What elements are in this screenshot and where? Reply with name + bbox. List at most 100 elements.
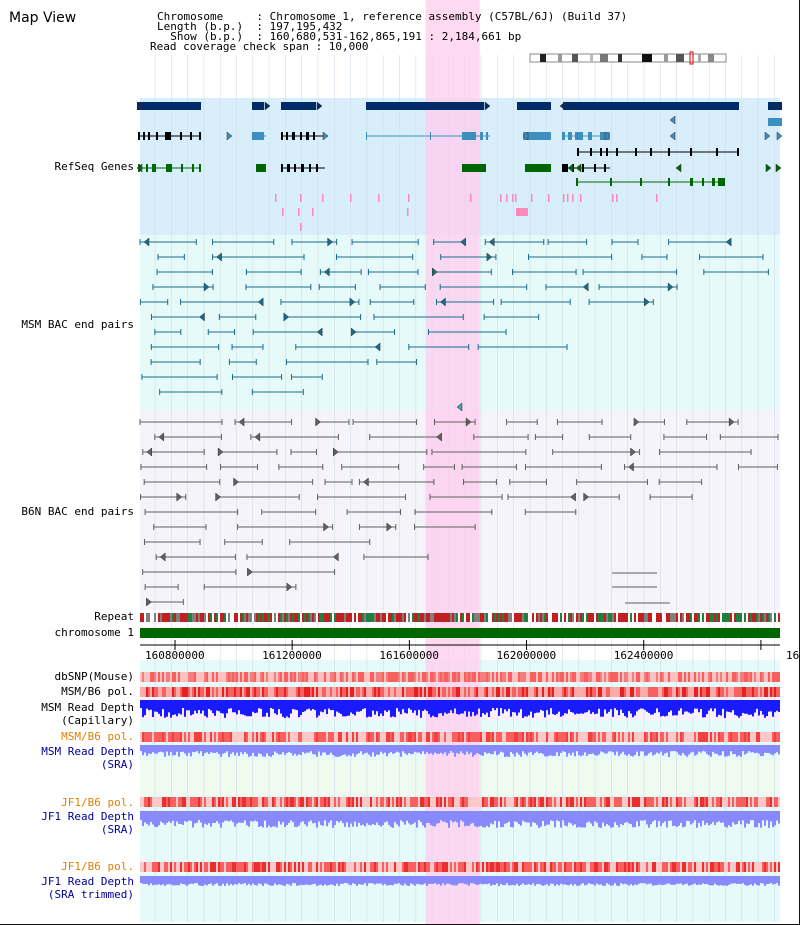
jf1-depth-sra-bar	[364, 811, 366, 827]
msm-depth-capillary-bar	[324, 700, 326, 710]
dbsnp-strip-cell	[152, 672, 154, 682]
msm-b6-pol-strip-cell	[776, 687, 778, 697]
jf1-depth-sra-bar	[556, 811, 558, 821]
msm-b6-pol-strip-cell	[352, 687, 354, 697]
jf1-b6-pol-2-strip-cell	[446, 862, 448, 872]
track-label-jf1-depth-sra[interactable]: JF1 Read Depth	[41, 810, 134, 823]
msm-b6-pol-strip-cell	[422, 687, 424, 697]
jf1-b6-pol-strip-cell	[274, 797, 276, 807]
jf1-depth-trimmed-bar	[254, 876, 256, 885]
jf1-depth-sra-bar	[358, 811, 360, 823]
msm-b6-pol-2-strip-cell	[654, 732, 656, 742]
msm-depth-capillary-bar	[318, 700, 320, 716]
variant-mark	[322, 194, 324, 202]
msm-depth-capillary-bar	[644, 700, 646, 710]
msm-depth-capillary-bar	[252, 700, 254, 712]
jf1-b6-pol-strip-cell	[238, 797, 240, 807]
msm-b6-pol-2-strip-cell	[718, 732, 720, 742]
jf1-depth-trimmed-bar	[706, 876, 708, 884]
jf1-depth-trimmed-bar	[770, 876, 772, 884]
track-label-chromosome[interactable]: chromosome 1	[54, 626, 134, 639]
track-label-b6n-bac[interactable]: B6N BAC end pairs	[21, 505, 134, 518]
msm-depth-capillary-bar	[602, 700, 604, 717]
repeat-feature	[274, 613, 276, 622]
repeat-feature	[726, 613, 728, 622]
repeat-feature	[452, 613, 454, 622]
track-label-jf1-b6-pol-2[interactable]: JF1/B6 pol.	[61, 860, 134, 873]
dbsnp-strip-cell	[478, 672, 480, 682]
msm-depth-capillary-bar	[578, 700, 580, 714]
dbsnp-strip-cell	[632, 672, 634, 682]
dbsnp-strip-cell	[308, 672, 310, 682]
dbsnp-strip-cell	[640, 672, 642, 682]
dbsnp-strip-cell	[646, 672, 648, 682]
msm-b6-pol-strip-cell	[204, 687, 206, 697]
jf1-depth-sra-bar	[450, 811, 452, 821]
msm-b6-pol-strip-cell	[412, 687, 414, 697]
jf1-b6-pol-2-strip-cell	[376, 862, 378, 872]
jf1-depth-trimmed-bar	[506, 876, 508, 884]
track-label-jf1-b6-pol-1[interactable]: JF1/B6 pol.	[61, 796, 134, 809]
jf1-b6-pol-2-strip-cell	[484, 862, 486, 872]
msm-depth-sra-bar	[366, 745, 368, 753]
jf1-depth-sra-bar	[166, 811, 168, 823]
jf1-b6-pol-strip-cell	[676, 797, 678, 807]
msm-b6-pol-2-strip-cell	[506, 732, 508, 742]
msm-b6-pol-strip-cell	[534, 687, 536, 697]
dbsnp-strip-cell	[770, 672, 772, 682]
msm-b6-pol-strip-cell	[722, 687, 724, 697]
msm-b6-pol-strip-cell	[556, 687, 558, 697]
msm-depth-sra-bar	[446, 745, 448, 756]
jf1-depth-trimmed-bar	[458, 876, 460, 884]
msm-depth-sra-bar	[504, 745, 506, 757]
jf1-depth-trimmed-bar	[622, 876, 624, 885]
jf1-b6-pol-strip-cell	[158, 797, 160, 807]
msm-b6-pol-2-strip-cell	[424, 732, 426, 742]
repeat-feature	[764, 613, 766, 622]
track-label-jf1-depth-trimmed[interactable]: JF1 Read Depth	[41, 875, 134, 888]
msm-depth-sra-bar	[224, 745, 226, 753]
msm-b6-pol-2-strip-cell	[704, 732, 706, 742]
repeat-feature	[538, 613, 540, 622]
jf1-b6-pol-strip-cell	[210, 797, 212, 807]
dbsnp-strip-cell	[576, 672, 578, 682]
jf1-b6-pol-strip-cell	[544, 797, 546, 807]
msm-depth-capillary-bar	[504, 700, 506, 710]
track-label-msm-depth-capillary[interactable]: MSM Read Depth	[41, 701, 134, 714]
jf1-depth-sra-bar	[762, 811, 764, 821]
gene-exon	[562, 164, 568, 172]
jf1-depth-trimmed-bar	[630, 876, 632, 885]
msm-b6-pol-strip-cell	[440, 687, 442, 697]
msm-depth-sra-bar	[540, 745, 542, 753]
msm-bac-arrow	[323, 267, 330, 277]
msm-b6-pol-2-strip-cell	[192, 732, 194, 742]
jf1-b6-pol-strip-cell	[428, 797, 430, 807]
gene-exon	[650, 148, 652, 156]
msm-bac-arrow	[432, 267, 438, 277]
jf1-depth-sra-bar	[672, 811, 674, 826]
track-label-refseq[interactable]: RefSeq Genes	[54, 160, 134, 173]
jf1-depth-trimmed-bar	[258, 876, 260, 884]
track-label-msm-b6-pol-2[interactable]: MSM/B6 pol.	[61, 730, 134, 743]
msm-b6-pol-2-strip-cell	[272, 732, 274, 742]
msm-b6-pol-strip-cell	[654, 687, 656, 697]
dbsnp-strip-cell	[458, 672, 460, 682]
variant-mark	[298, 208, 300, 216]
repeat-feature	[448, 613, 450, 622]
track-label-msm-depth-sra[interactable]: MSM Read Depth	[41, 745, 134, 758]
track-label-dbsnp[interactable]: dbSNP(Mouse)	[54, 670, 134, 683]
jf1-b6-pol-strip-cell	[748, 797, 750, 807]
dbsnp-strip-cell	[396, 672, 398, 682]
gene-strand-arrow	[764, 131, 771, 141]
track-label-msm-b6-pol-1[interactable]: MSM/B6 pol.	[61, 685, 134, 698]
jf1-depth-trimmed-bar	[470, 876, 472, 884]
msm-b6-pol-2-strip-cell	[526, 732, 528, 742]
dbsnp-strip-cell	[388, 672, 390, 682]
jf1-b6-pol-strip-cell	[592, 797, 594, 807]
repeat-feature	[620, 613, 622, 622]
track-label-repeat[interactable]: Repeat	[94, 610, 134, 623]
msm-b6-pol-strip-cell	[528, 687, 530, 697]
b6n-bac-pairs	[139, 417, 779, 607]
track-label-msm-bac[interactable]: MSM BAC end pairs	[21, 318, 134, 331]
